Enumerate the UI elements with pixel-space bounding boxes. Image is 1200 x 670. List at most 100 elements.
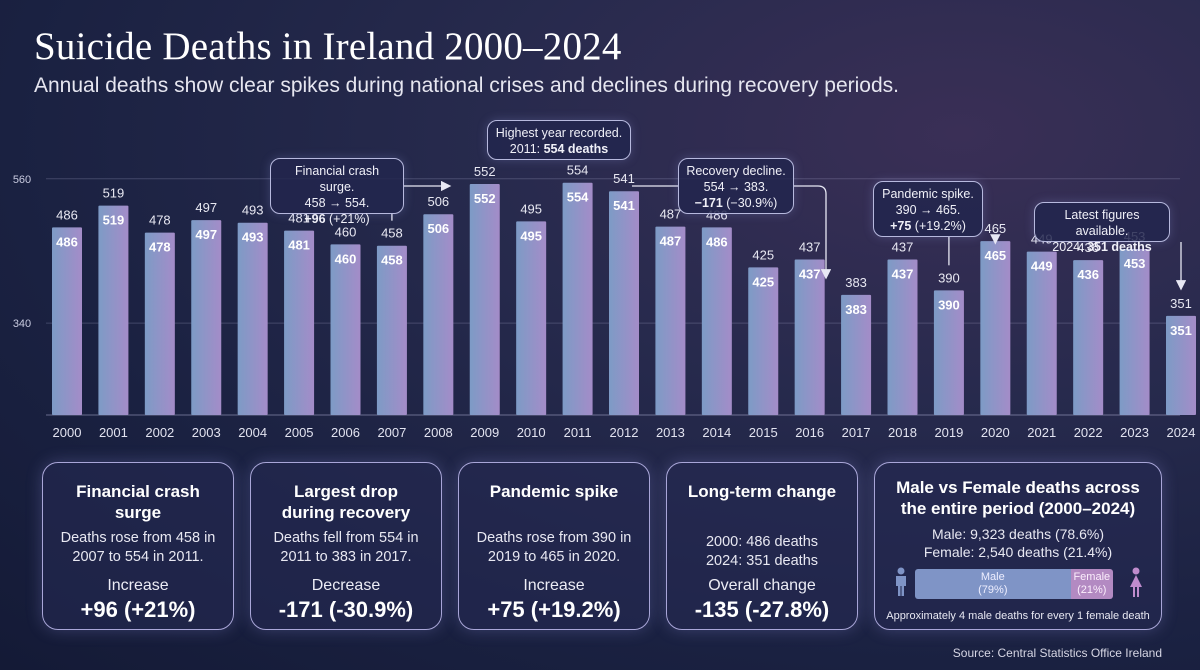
bar: [1026, 251, 1057, 415]
x-tick-label: 2021: [1027, 425, 1056, 440]
bar-value-label: 487: [660, 207, 682, 222]
annotation-text: (+19.2%): [911, 219, 966, 233]
bar-value-label: 436: [1077, 240, 1099, 255]
annotation-text: Pandemic spike.: [882, 187, 974, 201]
annotation-text: 2011:: [509, 142, 544, 156]
bar-inner-label: 495: [520, 228, 542, 243]
bar-inner-label: 458: [381, 253, 403, 268]
bar-value-label: 465: [984, 221, 1006, 236]
card-long-term-change: Long-term change 2000: 486 deaths 2024: …: [666, 462, 858, 630]
annotation-value: 554 deaths: [543, 142, 609, 156]
annotation-text: (−30.9%): [722, 196, 778, 210]
bar-inner-label: 481: [288, 238, 310, 253]
bar-inner-label: 519: [103, 213, 125, 228]
annotation-latest-figures: Latest figures available. 2024: 351 deat…: [1034, 202, 1170, 254]
bar-value-label: 478: [149, 213, 171, 228]
card-value: +96 (+21%): [80, 597, 196, 622]
annotation-pandemic-spike: Pandemic spike. 390 → 465. +75 (+19.2%): [873, 181, 983, 237]
source-note: Source: Central Statistics Office Irelan…: [952, 646, 1162, 660]
male-person-icon: [896, 567, 906, 596]
annotation-text: 2024:: [1052, 240, 1088, 254]
bar-inner-label: 478: [149, 240, 171, 255]
x-tick-label: 2001: [99, 425, 128, 440]
annotation-text: Highest year recorded.: [495, 126, 623, 140]
bar: [562, 182, 593, 415]
card-value: -135 (-27.8%): [694, 597, 830, 622]
bar-inner-label: 425: [752, 274, 774, 289]
bar: [980, 241, 1011, 415]
annotation-text: 458 → 554.: [304, 196, 370, 210]
bar-inner-label: 541: [613, 198, 635, 213]
bar-inner-label: 493: [242, 230, 264, 245]
x-tick-label: 2018: [888, 425, 917, 440]
bar-value-label: 458: [381, 226, 403, 241]
bar-inner-label: 486: [56, 234, 78, 249]
x-tick-label: 2012: [610, 425, 639, 440]
x-tick-label: 2006: [331, 425, 360, 440]
card-largest-drop: Largest drop during recovery Deaths fell…: [250, 462, 442, 630]
bar-value-label: 390: [938, 270, 960, 285]
card-gender-split: Male vs Female deaths across the entire …: [874, 462, 1162, 630]
bar-inner-label: 487: [660, 234, 682, 249]
card-label: Increase: [107, 577, 169, 594]
x-tick-label: 2007: [377, 425, 406, 440]
bar-inner-label: 383: [845, 302, 867, 317]
card-financial-crash: Financial crash surge Deaths rose from 4…: [42, 462, 234, 630]
bar-inner-label: 465: [984, 248, 1006, 263]
card-body: Deaths rose from 390 in 2019 to 465 in 2…: [476, 530, 632, 565]
x-tick-label: 2022: [1074, 425, 1103, 440]
x-tick-label: 2009: [470, 425, 499, 440]
bar-inner-label: 437: [892, 266, 914, 281]
x-tick-label: 2014: [702, 425, 731, 440]
card-value: -171 (-30.9%): [278, 597, 414, 622]
bar-value-label: 481: [288, 211, 310, 226]
card-label: Overall change: [708, 577, 816, 594]
page-title: Suicide Deaths in Ireland 2000–2024: [34, 25, 622, 68]
bar: [1073, 260, 1104, 415]
x-tick-label: 2000: [53, 425, 82, 440]
bar-inner-label: 437: [799, 266, 821, 281]
bar-value-label: 486: [56, 207, 78, 222]
bar: [330, 244, 361, 415]
card-pandemic-spike: Pandemic spike Deaths rose from 390 in 2…: [458, 462, 650, 630]
bar-inner-label: 552: [474, 191, 496, 206]
bar: [609, 191, 639, 415]
bar-value-label: 552: [474, 164, 496, 179]
bar-inner-label: 486: [706, 234, 728, 249]
card-title: Long-term change: [687, 482, 837, 501]
card-label: Decrease: [311, 577, 381, 594]
bar: [98, 205, 129, 415]
x-tick-label: 2023: [1120, 425, 1149, 440]
bar-inner-label: 436: [1077, 267, 1099, 282]
bar: [933, 290, 964, 415]
annotation-text: (+21%): [325, 212, 370, 226]
x-tick-label: 2017: [842, 425, 871, 440]
bar-value-label: 383: [845, 275, 867, 290]
bar-inner-label: 453: [1124, 256, 1146, 271]
card-value: +75 (+19.2%): [487, 597, 621, 622]
card-body: Female: 2,540 deaths (21.4%): [923, 544, 1113, 560]
x-tick-label: 2015: [749, 425, 778, 440]
bar-value-label: 425: [752, 247, 774, 262]
x-tick-label: 2013: [656, 425, 685, 440]
bar-value-label: 495: [520, 201, 542, 216]
male-segment-label: Male: [980, 571, 1005, 583]
bar-value-label: 351: [1170, 296, 1192, 311]
connector-arrow: [794, 185, 832, 280]
bar: [52, 227, 82, 415]
bar: [191, 220, 222, 415]
female-person-icon: [1130, 567, 1142, 597]
female-segment-percent: (21%): [1077, 584, 1107, 596]
annotation-text: 390 → 465.: [895, 203, 961, 217]
bar: [748, 267, 779, 415]
bar-inner-label: 351: [1170, 323, 1192, 338]
annotation-highest-year: Highest year recorded. 2011: 554 deaths: [487, 120, 631, 160]
annotation-value: −171: [694, 196, 723, 210]
annotation-text: Latest figures available.: [1064, 208, 1140, 238]
annotation-value: 351 deaths: [1087, 240, 1152, 254]
card-body: Deaths fell from 554 in 2011 to 383 in 2…: [273, 530, 419, 565]
bar: [655, 226, 686, 415]
y-tick-label: 340: [13, 318, 31, 330]
x-tick-label: 2008: [424, 425, 453, 440]
bar: [144, 232, 175, 415]
